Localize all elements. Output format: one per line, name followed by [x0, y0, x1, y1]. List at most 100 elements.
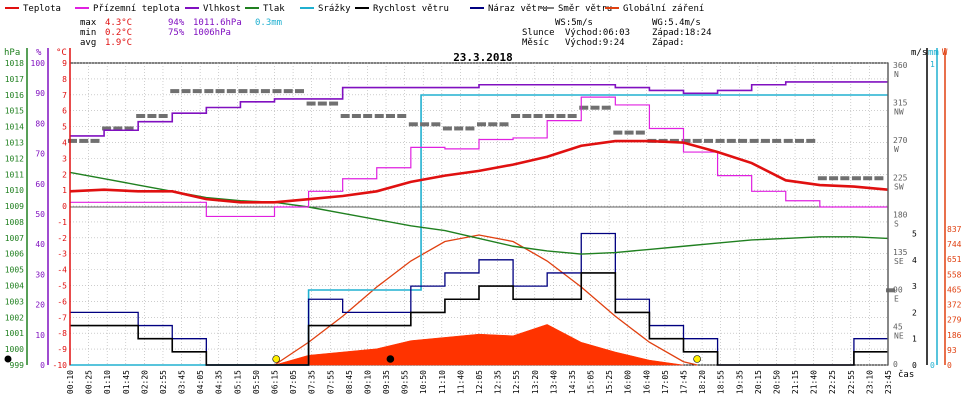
direction-label: N	[894, 70, 899, 79]
sun-moon-info: WS:5m/s WG:5.4m/s Slunce Východ:06:03 Západ:…	[522, 18, 712, 48]
sunrise: Východ:06:03	[565, 28, 630, 38]
direction-label: NW	[894, 108, 904, 117]
x-tick-label: 22:25	[828, 370, 837, 394]
wind-dir-mark	[567, 114, 577, 118]
x-tick-label: 10:50	[419, 370, 428, 394]
celsius-tick: 0	[62, 202, 67, 211]
direction-label: S	[894, 220, 899, 229]
wind-dir-mark	[760, 138, 770, 143]
wind-dir-mark	[874, 176, 884, 181]
wind-dir-mark	[579, 105, 589, 110]
stat-label: avg	[80, 38, 96, 48]
sun-label: Slunce	[522, 28, 555, 38]
wind-series	[70, 272, 888, 366]
celsius-tick: -10	[53, 361, 68, 370]
x-tick-label: 14:35	[568, 370, 577, 394]
wind-dir-mark	[522, 114, 532, 118]
x-tick-label: 09:55	[401, 370, 410, 394]
humidity-series	[70, 81, 888, 137]
wind-dir-mark	[738, 138, 748, 143]
wind-dir-mark	[124, 126, 134, 131]
hpa-tick: 1004	[5, 282, 24, 291]
hpa-unit: hPa	[4, 48, 20, 58]
wind-dir-mark	[863, 176, 873, 181]
wind-dir-mark	[420, 122, 430, 127]
moonrise: Východ:9:24	[565, 38, 625, 48]
wind-dir-mark	[840, 176, 850, 181]
wind-dir-mark	[192, 89, 202, 94]
wind-dir-mark	[102, 126, 112, 131]
celsius-tick: 5	[62, 123, 67, 132]
wind-dir-mark	[692, 138, 702, 143]
direction-tick: 135	[893, 248, 908, 257]
percent-unit: %	[36, 48, 42, 58]
celsius-tick: 4	[62, 138, 67, 147]
x-tick-label: 23:45	[884, 370, 893, 394]
hpa-tick: 1001	[5, 329, 24, 338]
wind-dir-mark	[681, 138, 691, 143]
sunrise-marker	[272, 355, 281, 363]
wind-dir-mark	[68, 138, 77, 143]
hpa-tick: 1010	[5, 186, 24, 195]
x-tick-label: 00:25	[85, 370, 94, 394]
x-tick-label: 15:05	[587, 370, 596, 394]
sunset: Západ:18:24	[652, 28, 712, 38]
x-axis-label: čas	[898, 369, 914, 380]
celsius-tick: -4	[57, 266, 67, 275]
x-tick-label: 08:45	[345, 370, 354, 394]
x-tick-label: 02:20	[140, 370, 149, 394]
x-tick-label: 03:45	[178, 370, 187, 394]
hpa-tick: 1000	[5, 345, 24, 354]
wind-dir-mark	[817, 176, 827, 181]
wind-dir-mark	[385, 114, 395, 118]
hpa-tick: 1012	[5, 154, 24, 163]
wind-dir-mark	[238, 89, 248, 94]
direction-label: NE	[894, 332, 904, 341]
legend-label: Globální záření	[623, 4, 704, 14]
hpa-tick: 1008	[5, 218, 24, 227]
wind-dir-mark	[556, 114, 566, 118]
wind-dir-mark	[204, 89, 214, 94]
wind-dir-mark	[329, 101, 339, 106]
ms-tick: 0	[912, 361, 917, 370]
wind-dir-mark	[851, 176, 861, 181]
x-tick-label: 04:35	[215, 370, 224, 394]
wind-dir-mark	[590, 105, 600, 110]
x-tick-label: 02:55	[159, 370, 168, 394]
axes: hPa1018101710161015101410131012101110101…	[4, 48, 962, 370]
ms-unit: m/s	[911, 48, 927, 58]
wind-dir-mark	[147, 114, 157, 118]
x-tick-label: 07:05	[289, 370, 298, 394]
w-unit: W	[942, 48, 948, 58]
hpa-tick: 1006	[5, 250, 24, 259]
percent-tick: 70	[35, 150, 45, 159]
x-tick-label: 17:45	[680, 370, 689, 394]
wind-dir-mark	[79, 138, 89, 143]
x-tick-label: 07:35	[308, 370, 317, 394]
stat-label: max	[80, 18, 97, 28]
wind-dir-mark	[340, 114, 350, 118]
x-tick-label: 05:15	[233, 370, 242, 394]
wind-dir-mark	[488, 122, 498, 127]
wind-dir-mark	[783, 138, 793, 143]
wind-dir-mark	[715, 138, 725, 143]
direction-tick: 315	[893, 99, 908, 108]
x-tick-label: 11:10	[438, 370, 447, 394]
celsius-tick: 3	[62, 154, 67, 163]
ms-tick: 4	[912, 256, 917, 265]
x-tick-label: 22:55	[847, 370, 856, 394]
mm-unit: mm	[928, 48, 939, 58]
radiation-measured	[274, 324, 684, 366]
wind-dir-mark	[249, 89, 259, 94]
x-tick-label: 09:35	[382, 370, 391, 394]
wind-dir-mark	[601, 105, 611, 110]
w-tick: 744	[947, 240, 962, 249]
ws-value: WS:5m/s	[555, 18, 593, 28]
celsius-tick: 9	[62, 59, 67, 68]
w-tick: 279	[947, 316, 962, 325]
celsius-tick: 1	[62, 186, 67, 195]
wind-dir-mark	[181, 89, 191, 94]
legend: Teplota Přízemní teplota Vlhkost Tlak Srážky…	[5, 4, 704, 14]
direction-label: W	[894, 145, 899, 154]
